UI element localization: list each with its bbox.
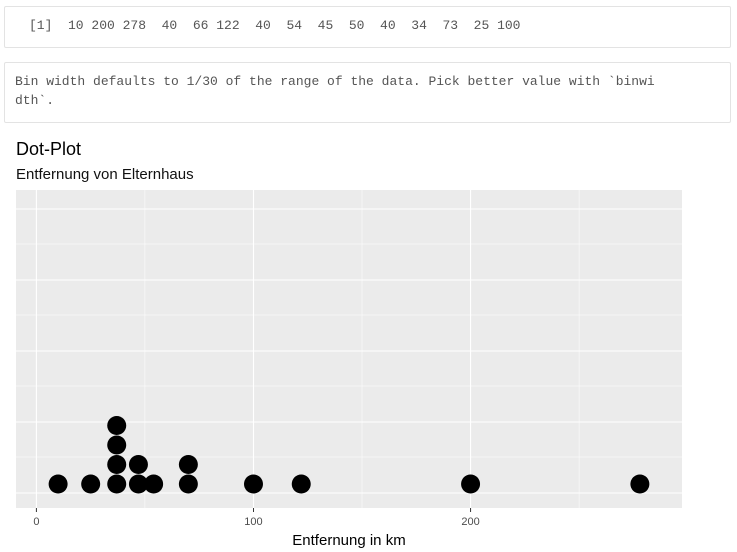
chart-title: Dot-Plot — [16, 139, 82, 159]
dot — [107, 455, 127, 474]
dot — [461, 474, 481, 494]
output-values: [1] 10 200 278 40 66 122 40 54 45 50 40 … — [29, 18, 521, 33]
dot — [81, 474, 101, 494]
x-axis-title: Entfernung in km — [292, 532, 405, 549]
dot — [128, 455, 148, 474]
dot — [144, 474, 164, 494]
grid-major — [16, 190, 682, 508]
dot — [128, 474, 148, 494]
message-line-2: dth`. — [15, 93, 55, 108]
x-tick-label: 0 — [33, 516, 39, 528]
dot — [107, 416, 127, 435]
grid-minor — [16, 190, 682, 508]
console-message: Bin width defaults to 1/30 of the range … — [4, 62, 731, 123]
x-tick-label: 200 — [461, 516, 479, 528]
dots — [48, 416, 650, 494]
dot — [291, 474, 311, 494]
x-tick-label: 100 — [244, 516, 262, 528]
chart-subtitle: Entfernung von Elternhaus — [16, 166, 194, 183]
dot — [630, 474, 650, 494]
dot — [107, 435, 127, 455]
dot — [243, 474, 263, 494]
plot-panel — [16, 190, 682, 508]
x-axis-ticks: 0 100 200 — [33, 508, 480, 528]
dot — [48, 474, 68, 494]
message-line-1: Bin width defaults to 1/30 of the range … — [15, 74, 655, 89]
console-output: [1] 10 200 278 40 66 122 40 54 45 50 40 … — [4, 6, 731, 48]
dot — [178, 474, 198, 494]
dot — [178, 455, 198, 474]
dot — [107, 474, 127, 494]
